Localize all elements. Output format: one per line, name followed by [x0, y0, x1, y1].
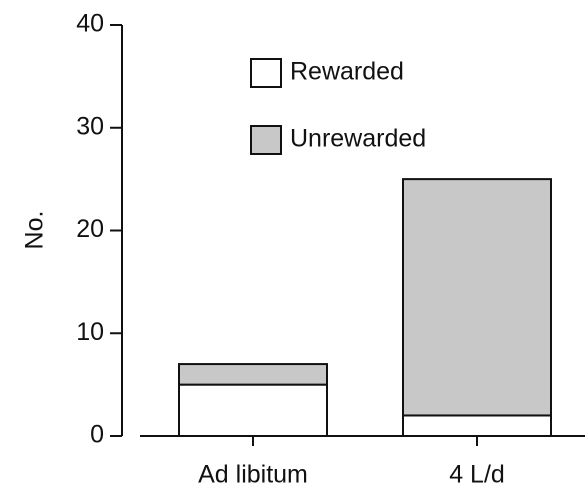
x-tick-label: 4 L/d — [449, 461, 505, 489]
x-tick-label: Ad libitum — [198, 461, 308, 489]
legend-swatch — [250, 125, 282, 155]
legend-label: Unrewarded — [290, 125, 426, 153]
legend-label: Rewarded — [290, 58, 404, 86]
y-tick-label: 40 — [76, 10, 104, 38]
bar-segment — [178, 363, 328, 386]
y-tick-label: 30 — [76, 112, 104, 140]
y-axis-label: No. — [21, 211, 49, 250]
bar-segment — [402, 178, 552, 417]
y-tick-label: 20 — [76, 215, 104, 243]
y-tick-label: 0 — [90, 421, 104, 449]
y-tick-label: 10 — [76, 318, 104, 346]
bar-segment — [178, 383, 328, 437]
legend-swatch — [250, 58, 282, 88]
bar-segment — [402, 414, 552, 438]
